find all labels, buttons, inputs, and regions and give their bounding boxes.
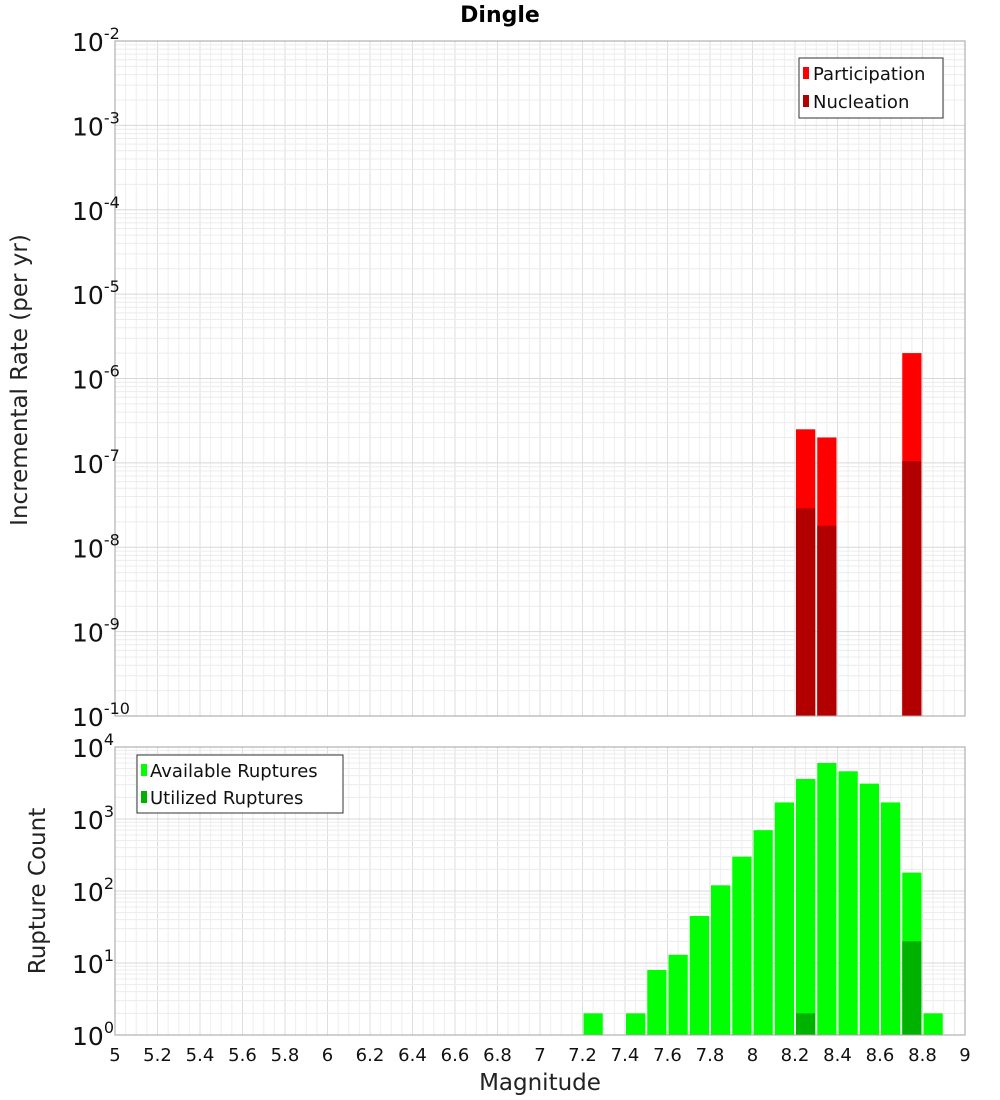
bottom-bar-available-ruptures: [923, 1013, 943, 1035]
nucleation-legend-swatch: [803, 95, 809, 107]
bottom-bar-available-ruptures: [732, 856, 752, 1035]
x-tick-label: 6.4: [398, 1045, 427, 1066]
y-tick-label: 10-3: [72, 108, 120, 141]
y-tick-label: 10-5: [72, 277, 120, 310]
y-tick-label: 101: [72, 946, 114, 979]
x-tick-label: 5.4: [186, 1045, 215, 1066]
bottom-bar-utilized-ruptures: [902, 941, 922, 1035]
bottom-bar-available-ruptures: [796, 778, 816, 1035]
x-tick-label: 8.8: [908, 1045, 937, 1066]
bottom-bar-utilized-ruptures: [796, 1013, 816, 1035]
x-tick-label: 8.2: [781, 1045, 810, 1066]
x-tick-label: 7.8: [696, 1045, 725, 1066]
x-tick-label: 8.4: [823, 1045, 852, 1066]
bottom-bar-available-ruptures: [817, 762, 837, 1035]
bottom-bar-available-ruptures: [647, 969, 667, 1035]
x-tick-label: 5.2: [143, 1045, 172, 1066]
y-tick-label: 10-10: [72, 699, 130, 732]
x-tick-label: 8: [747, 1045, 758, 1066]
available-legend-swatch: [141, 764, 147, 776]
x-tick-label: 6.8: [483, 1045, 512, 1066]
participation-legend-label: Participation: [813, 64, 925, 85]
bottom-y-tick-labels: 100 101 102 103 104: [72, 730, 114, 1051]
available-legend-label: Available Ruptures: [150, 761, 318, 782]
x-tick-label: 7.2: [568, 1045, 597, 1066]
x-tick-label: 9: [959, 1045, 970, 1066]
x-tick-label: 5.8: [271, 1045, 300, 1066]
bottom-legend: Available Ruptures Utilized Ruptures: [136, 754, 344, 814]
y-tick-label: 103: [72, 802, 114, 835]
top-plot-bars: [796, 353, 922, 716]
y-tick-label: 104: [72, 730, 114, 763]
utilized-legend-swatch: [141, 791, 147, 803]
bottom-bar-available-ruptures: [859, 783, 879, 1035]
top-legend-box: [798, 57, 944, 119]
x-tick-label: 6.2: [356, 1045, 385, 1066]
y-tick-label: 102: [72, 874, 114, 907]
bottom-bar-available-ruptures: [881, 802, 901, 1035]
top-bar-nucleation: [796, 508, 816, 716]
top-plot-frame: [114, 40, 966, 717]
y-tick-label: 10-6: [72, 362, 120, 395]
top-plot-grid: [114, 41, 966, 717]
top-y-tick-labels: 10-10 10-9 10-8 10-7 10-6 10-5 10-4 10-3 10-2: [72, 24, 130, 732]
y-tick-label: 10-4: [72, 193, 120, 226]
y-tick-label: 10-2: [72, 24, 120, 57]
x-tick-label: 7.4: [611, 1045, 640, 1066]
x-tick-label: 7.6: [653, 1045, 682, 1066]
bottom-bar-available-ruptures: [711, 885, 731, 1035]
x-tick-label: 6.6: [441, 1045, 470, 1066]
top-bar-nucleation: [902, 461, 922, 716]
top-bar-nucleation: [817, 525, 837, 716]
y-tick-label: 10-8: [72, 530, 120, 563]
bottom-bar-available-ruptures: [668, 954, 688, 1035]
x-tick-label: 5: [109, 1045, 120, 1066]
bottom-bar-available-ruptures: [626, 1013, 646, 1035]
bottom-plot-frame: [114, 746, 966, 1036]
y-tick-label: 10-7: [72, 446, 120, 479]
bottom-bar-available-ruptures: [838, 771, 858, 1035]
nucleation-legend-label: Nucleation: [813, 92, 909, 113]
bottom-bar-available-ruptures: [583, 1013, 603, 1035]
y-tick-label: 10-9: [72, 615, 120, 648]
x-tick-label: 6: [322, 1045, 333, 1066]
y-tick-label: 100: [72, 1018, 114, 1051]
utilized-legend-label: Utilized Ruptures: [150, 788, 303, 809]
top-legend: Participation Nucleation: [798, 57, 944, 119]
top-y-axis-label: Incremental Rate (per yr): [7, 234, 33, 526]
x-axis-label: Magnitude: [479, 1070, 601, 1096]
x-tick-label: 8.6: [866, 1045, 895, 1066]
x-tick-labels: 5 5.2 5.4 5.6 5.8 6 6.2 6.4 6.6 6.8 7 7.2 7.4 7.6 7.8 8…: [109, 1045, 970, 1066]
bottom-bar-available-ruptures: [753, 830, 773, 1035]
chart-title: Dingle: [460, 3, 540, 28]
participation-legend-swatch: [803, 67, 809, 79]
x-tick-label: 7: [534, 1045, 545, 1066]
bottom-bar-available-ruptures: [774, 802, 794, 1035]
bottom-bar-available-ruptures: [689, 915, 709, 1035]
bottom-y-axis-label: Rupture Count: [25, 808, 51, 974]
bottom-plot-bars: [583, 762, 943, 1035]
x-tick-label: 5.6: [228, 1045, 257, 1066]
bottom-legend-box: [136, 754, 344, 814]
